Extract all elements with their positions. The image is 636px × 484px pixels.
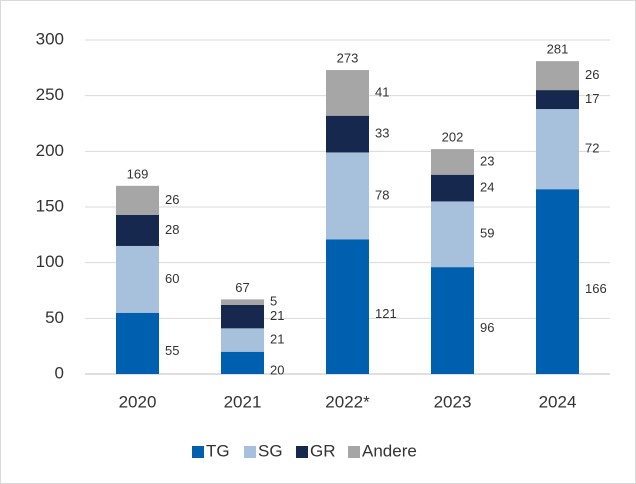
legend-label: GR bbox=[310, 441, 336, 460]
bar-segment bbox=[116, 185, 159, 215]
total-label: 202 bbox=[442, 130, 464, 145]
x-tick-label: 2020 bbox=[119, 392, 157, 411]
bar-segment bbox=[431, 201, 474, 268]
data-label: 59 bbox=[480, 226, 494, 241]
data-label: 28 bbox=[165, 222, 179, 237]
data-label: 26 bbox=[585, 67, 599, 82]
bar-segment bbox=[326, 115, 369, 153]
data-label: 20 bbox=[270, 362, 284, 377]
legend-label: Andere bbox=[362, 441, 417, 460]
data-label: 60 bbox=[165, 271, 179, 286]
bar-segment bbox=[116, 214, 159, 246]
total-label: 281 bbox=[547, 42, 569, 57]
data-label: 78 bbox=[375, 187, 389, 202]
x-tick-label: 2024 bbox=[539, 392, 577, 411]
bar-segment bbox=[431, 149, 474, 175]
data-label: 72 bbox=[585, 141, 599, 156]
y-tick-label: 200 bbox=[36, 141, 64, 160]
data-label: 33 bbox=[375, 126, 389, 141]
data-label: 5 bbox=[270, 294, 277, 309]
data-label: 17 bbox=[585, 91, 599, 106]
data-label: 121 bbox=[375, 306, 397, 321]
data-label: 21 bbox=[270, 308, 284, 323]
legend-swatch bbox=[244, 446, 256, 458]
bar-segment bbox=[536, 189, 579, 374]
bar-segment bbox=[536, 61, 579, 91]
bar-segment bbox=[536, 90, 579, 110]
bar-segment bbox=[326, 152, 369, 240]
bar-segment bbox=[536, 109, 579, 190]
bar-segment bbox=[326, 70, 369, 116]
legend-swatch bbox=[296, 446, 308, 458]
bar-segment bbox=[116, 312, 159, 374]
y-tick-label: 100 bbox=[36, 252, 64, 271]
y-tick-label: 0 bbox=[55, 363, 64, 382]
bar-segment bbox=[431, 267, 474, 374]
legend-label: SG bbox=[258, 441, 283, 460]
y-tick-label: 150 bbox=[36, 196, 64, 215]
total-label: 273 bbox=[337, 50, 359, 65]
data-label: 55 bbox=[165, 343, 179, 358]
bar-segment bbox=[221, 299, 264, 305]
bar-segment bbox=[326, 239, 369, 374]
y-tick-label: 250 bbox=[36, 85, 64, 104]
bar-segment bbox=[431, 174, 474, 202]
legend-swatch bbox=[192, 446, 204, 458]
y-tick-label: 300 bbox=[36, 29, 64, 48]
data-label: 41 bbox=[375, 84, 389, 99]
x-tick-label: 2023 bbox=[434, 392, 472, 411]
x-tick-label: 2021 bbox=[224, 392, 262, 411]
data-label: 24 bbox=[480, 180, 494, 195]
data-label: 21 bbox=[270, 331, 284, 346]
y-tick-label: 50 bbox=[45, 308, 64, 327]
bar-segment bbox=[221, 328, 264, 352]
data-label: 23 bbox=[480, 153, 494, 168]
x-tick-label: 2022* bbox=[325, 392, 370, 411]
legend-swatch bbox=[348, 446, 360, 458]
data-label: 96 bbox=[480, 320, 494, 335]
data-label: 166 bbox=[585, 281, 607, 296]
data-label: 26 bbox=[165, 192, 179, 207]
total-label: 169 bbox=[127, 166, 149, 181]
bar-segment bbox=[116, 245, 159, 313]
total-label: 67 bbox=[235, 280, 249, 295]
legend-label: TG bbox=[206, 441, 230, 460]
bar-segment bbox=[221, 351, 264, 374]
bar-segment bbox=[221, 304, 264, 329]
